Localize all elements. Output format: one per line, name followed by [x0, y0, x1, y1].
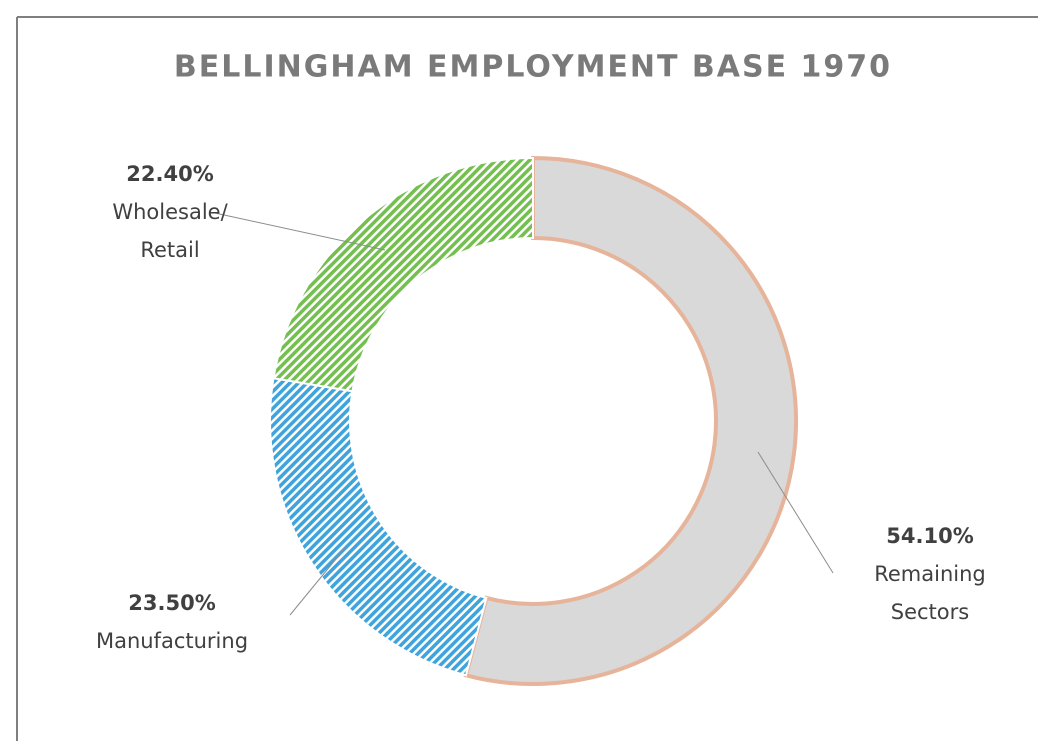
leader-line [757, 451, 834, 574]
donut-segment [463, 155, 799, 686]
leader-line [214, 212, 386, 251]
data-label: 22.40% [126, 162, 213, 186]
data-label: 54.10% [886, 524, 973, 548]
chart-title: BELLINGHAM EMPLOYMENT BASE 1970 [174, 50, 892, 85]
donut-segment [272, 156, 534, 393]
leader-line [289, 547, 346, 616]
category-label: Wholesale/Retail [112, 200, 228, 262]
donut-segment [269, 377, 488, 677]
label-line: Manufacturing [96, 629, 248, 653]
category-label: Manufacturing [96, 629, 248, 653]
label-line: Wholesale/ [112, 200, 228, 224]
label-line: Remaining [874, 562, 986, 586]
label-line: Retail [140, 238, 199, 262]
label-line: Sectors [891, 600, 969, 624]
category-label: Remaining Sectors [874, 562, 986, 624]
data-label: 23.50% [128, 591, 215, 615]
